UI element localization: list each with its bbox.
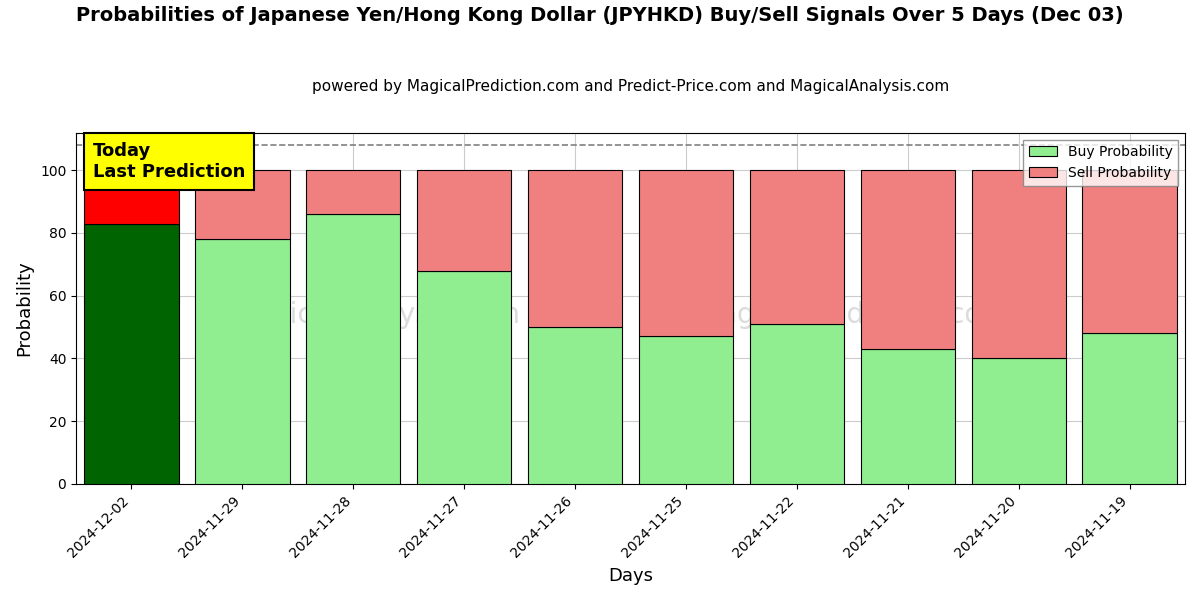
- Bar: [84, 224, 179, 484]
- Bar: [638, 337, 733, 484]
- Legend: Buy Probability, Sell Probability: Buy Probability, Sell Probability: [1024, 140, 1178, 185]
- Bar: [528, 327, 623, 484]
- Bar: [84, 170, 179, 224]
- Bar: [1082, 333, 1177, 484]
- Bar: [306, 214, 401, 484]
- Bar: [860, 170, 955, 349]
- Bar: [750, 324, 844, 484]
- Title: powered by MagicalPrediction.com and Predict-Price.com and MagicalAnalysis.com: powered by MagicalPrediction.com and Pre…: [312, 79, 949, 94]
- Bar: [750, 170, 844, 324]
- Y-axis label: Probability: Probability: [14, 260, 32, 356]
- X-axis label: Days: Days: [608, 567, 653, 585]
- Text: MagicalPrediction.com: MagicalPrediction.com: [696, 301, 1008, 329]
- Bar: [860, 349, 955, 484]
- Text: MagicalAnalysis.com: MagicalAnalysis.com: [230, 301, 520, 329]
- Bar: [418, 271, 511, 484]
- Bar: [1082, 170, 1177, 333]
- Bar: [972, 170, 1066, 358]
- Bar: [638, 170, 733, 337]
- Bar: [528, 170, 623, 327]
- Text: Today
Last Prediction: Today Last Prediction: [92, 142, 245, 181]
- Bar: [418, 170, 511, 271]
- Bar: [306, 170, 401, 214]
- Text: Probabilities of Japanese Yen/Hong Kong Dollar (JPYHKD) Buy/Sell Signals Over 5 : Probabilities of Japanese Yen/Hong Kong …: [76, 6, 1124, 25]
- Bar: [972, 358, 1066, 484]
- Bar: [196, 239, 289, 484]
- Bar: [196, 170, 289, 239]
